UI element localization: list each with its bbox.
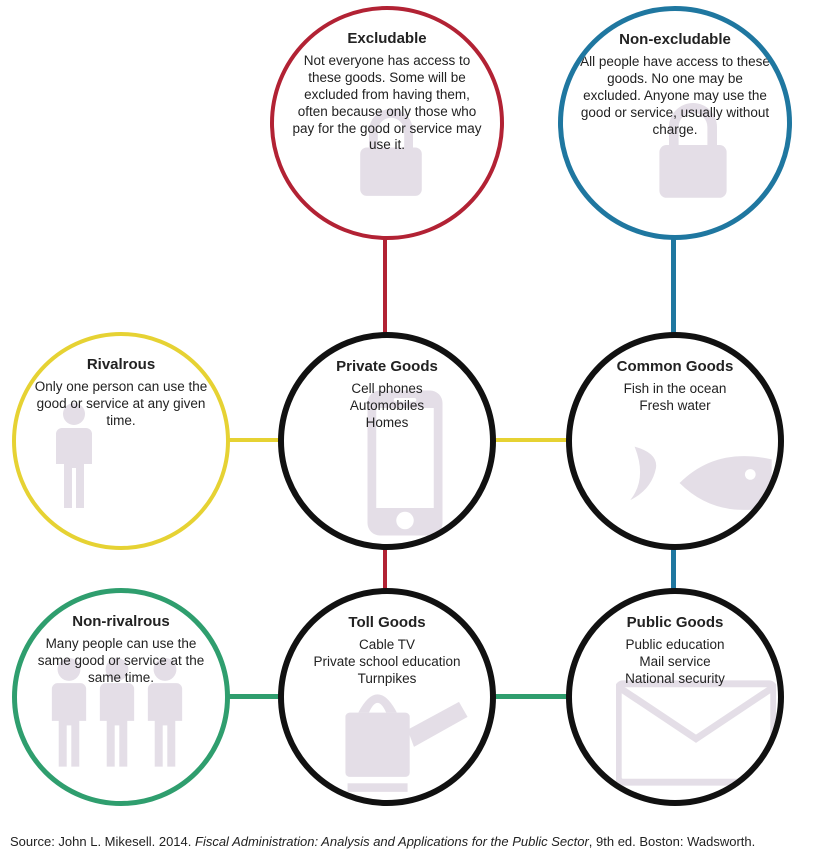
node-public: Public Goods Public educationMail servic…	[566, 588, 784, 806]
edge-excludable-private	[383, 238, 387, 334]
node-rivalrous: Rivalrous Only one person can use the go…	[12, 332, 230, 550]
node-title: Public Goods	[627, 614, 724, 631]
node-body: Fish in the oceanFresh water	[624, 381, 727, 415]
node-title: Common Goods	[617, 358, 734, 375]
node-title: Private Goods	[336, 358, 438, 375]
goods-classification-diagram: Excludable Not everyone has access to th…	[0, 0, 825, 830]
edge-private-common	[494, 438, 568, 442]
node-body: Cell phonesAutomobilesHomes	[350, 381, 424, 432]
node-excludable: Excludable Not everyone has access to th…	[270, 6, 504, 240]
node-title: Rivalrous	[87, 356, 155, 373]
node-body: Cable TVPrivate school educationTurnpike…	[313, 637, 460, 688]
node-body: Not everyone has access to these goods. …	[288, 53, 486, 154]
source-prefix: Source: John L. Mikesell. 2014.	[10, 834, 195, 849]
node-body: Public educationMail serviceNational sec…	[625, 637, 725, 688]
node-common: Common Goods Fish in the oceanFresh wate…	[566, 332, 784, 550]
edge-toll-public	[494, 694, 568, 699]
source-citation: Source: John L. Mikesell. 2014. Fiscal A…	[0, 830, 825, 859]
fish-icon	[626, 438, 776, 528]
node-title: Non-excludable	[619, 31, 731, 48]
node-nonrivalrous: Non-rivalrous Many people can use the sa…	[12, 588, 230, 806]
node-body: Only one person can use the good or serv…	[30, 379, 212, 430]
node-toll: Toll Goods Cable TVPrivate school educat…	[278, 588, 496, 806]
node-body: All people have access to these goods. N…	[577, 54, 773, 138]
edge-nonrivalrous-toll	[228, 694, 280, 699]
edge-nonexcludable-common	[671, 238, 676, 334]
node-title: Toll Goods	[348, 614, 425, 631]
envelope-icon	[616, 678, 776, 788]
edge-rivalrous-private	[228, 438, 280, 442]
edge-private-toll	[383, 548, 387, 590]
node-title: Non-rivalrous	[72, 613, 170, 630]
source-suffix: , 9th ed. Boston: Wadsworth.	[589, 834, 755, 849]
node-nonexcludable: Non-excludable All people have access to…	[558, 6, 792, 240]
node-private: Private Goods Cell phonesAutomobilesHome…	[278, 332, 496, 550]
edge-common-public	[671, 548, 676, 590]
node-title: Excludable	[347, 30, 426, 47]
node-body: Many people can use the same good or ser…	[31, 636, 211, 687]
source-title: Fiscal Administration: Analysis and Appl…	[195, 834, 589, 849]
